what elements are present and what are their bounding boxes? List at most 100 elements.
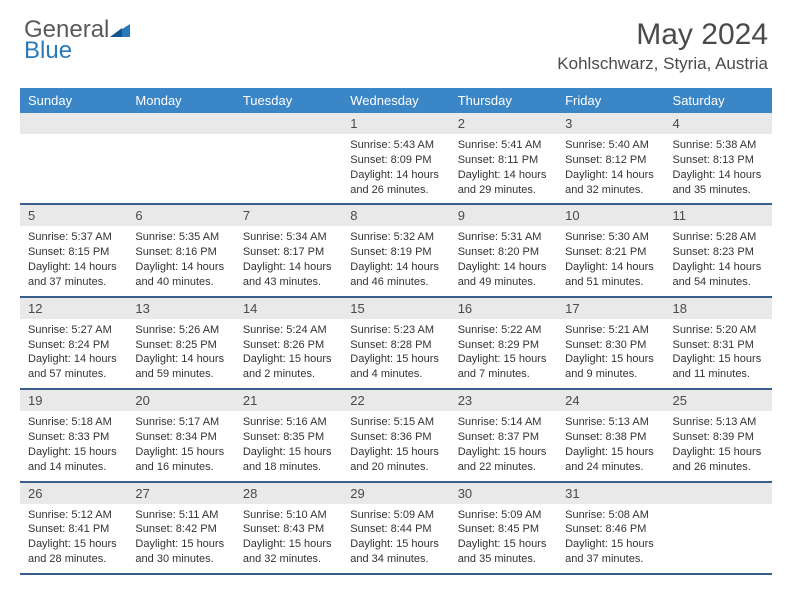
day-body: Sunrise: 5:27 AMSunset: 8:24 PMDaylight:… [20, 319, 127, 388]
day-body [127, 134, 234, 144]
day-number: 8 [342, 205, 449, 226]
day-body [20, 134, 127, 144]
day-cell: 20Sunrise: 5:17 AMSunset: 8:34 PMDayligh… [127, 390, 234, 482]
day-header-cell: Wednesday [342, 88, 449, 113]
day-number: 21 [235, 390, 342, 411]
day-cell: 16Sunrise: 5:22 AMSunset: 8:29 PMDayligh… [450, 298, 557, 390]
day-number: 23 [450, 390, 557, 411]
day-cell: 30Sunrise: 5:09 AMSunset: 8:45 PMDayligh… [450, 483, 557, 575]
day-cell: 10Sunrise: 5:30 AMSunset: 8:21 PMDayligh… [557, 205, 664, 297]
day-number [127, 113, 234, 134]
day-body: Sunrise: 5:20 AMSunset: 8:31 PMDaylight:… [665, 319, 772, 388]
day-number: 17 [557, 298, 664, 319]
day-body: Sunrise: 5:10 AMSunset: 8:43 PMDaylight:… [235, 504, 342, 573]
week-row: 26Sunrise: 5:12 AMSunset: 8:41 PMDayligh… [20, 483, 772, 575]
day-number: 1 [342, 113, 449, 134]
day-number: 11 [665, 205, 772, 226]
day-number: 25 [665, 390, 772, 411]
day-cell: 4Sunrise: 5:38 AMSunset: 8:13 PMDaylight… [665, 113, 772, 205]
day-body: Sunrise: 5:16 AMSunset: 8:35 PMDaylight:… [235, 411, 342, 480]
day-body: Sunrise: 5:11 AMSunset: 8:42 PMDaylight:… [127, 504, 234, 573]
day-header-cell: Tuesday [235, 88, 342, 113]
day-cell: 1Sunrise: 5:43 AMSunset: 8:09 PMDaylight… [342, 113, 449, 205]
day-cell: 17Sunrise: 5:21 AMSunset: 8:30 PMDayligh… [557, 298, 664, 390]
day-number: 19 [20, 390, 127, 411]
day-cell: 31Sunrise: 5:08 AMSunset: 8:46 PMDayligh… [557, 483, 664, 575]
day-number: 22 [342, 390, 449, 411]
day-body: Sunrise: 5:18 AMSunset: 8:33 PMDaylight:… [20, 411, 127, 480]
day-number: 24 [557, 390, 664, 411]
day-number: 4 [665, 113, 772, 134]
day-number: 10 [557, 205, 664, 226]
day-body: Sunrise: 5:35 AMSunset: 8:16 PMDaylight:… [127, 226, 234, 295]
day-body: Sunrise: 5:30 AMSunset: 8:21 PMDaylight:… [557, 226, 664, 295]
calendar-table: SundayMondayTuesdayWednesdayThursdayFrid… [20, 88, 772, 575]
day-number: 6 [127, 205, 234, 226]
day-header-cell: Monday [127, 88, 234, 113]
day-body: Sunrise: 5:13 AMSunset: 8:39 PMDaylight:… [665, 411, 772, 480]
day-body [235, 134, 342, 144]
day-header-cell: Saturday [665, 88, 772, 113]
day-body: Sunrise: 5:28 AMSunset: 8:23 PMDaylight:… [665, 226, 772, 295]
day-cell: 9Sunrise: 5:31 AMSunset: 8:20 PMDaylight… [450, 205, 557, 297]
day-cell: 18Sunrise: 5:20 AMSunset: 8:31 PMDayligh… [665, 298, 772, 390]
day-cell [665, 483, 772, 575]
day-number: 7 [235, 205, 342, 226]
day-body: Sunrise: 5:26 AMSunset: 8:25 PMDaylight:… [127, 319, 234, 388]
day-cell: 13Sunrise: 5:26 AMSunset: 8:25 PMDayligh… [127, 298, 234, 390]
day-body: Sunrise: 5:37 AMSunset: 8:15 PMDaylight:… [20, 226, 127, 295]
day-body: Sunrise: 5:08 AMSunset: 8:46 PMDaylight:… [557, 504, 664, 573]
month-title: May 2024 [557, 18, 768, 52]
day-cell: 27Sunrise: 5:11 AMSunset: 8:42 PMDayligh… [127, 483, 234, 575]
day-header-cell: Sunday [20, 88, 127, 113]
day-number: 18 [665, 298, 772, 319]
day-cell: 5Sunrise: 5:37 AMSunset: 8:15 PMDaylight… [20, 205, 127, 297]
day-cell: 25Sunrise: 5:13 AMSunset: 8:39 PMDayligh… [665, 390, 772, 482]
logo-wrap: General Blue [24, 18, 130, 62]
day-number [665, 483, 772, 504]
day-cell [20, 113, 127, 205]
day-number: 31 [557, 483, 664, 504]
day-body: Sunrise: 5:15 AMSunset: 8:36 PMDaylight:… [342, 411, 449, 480]
day-body: Sunrise: 5:09 AMSunset: 8:45 PMDaylight:… [450, 504, 557, 573]
day-number: 29 [342, 483, 449, 504]
day-number: 26 [20, 483, 127, 504]
day-number: 14 [235, 298, 342, 319]
day-cell: 7Sunrise: 5:34 AMSunset: 8:17 PMDaylight… [235, 205, 342, 297]
title-block: May 2024 Kohlschwarz, Styria, Austria [557, 18, 768, 74]
day-body: Sunrise: 5:13 AMSunset: 8:38 PMDaylight:… [557, 411, 664, 480]
day-number: 12 [20, 298, 127, 319]
day-header-cell: Thursday [450, 88, 557, 113]
day-number: 16 [450, 298, 557, 319]
day-cell: 2Sunrise: 5:41 AMSunset: 8:11 PMDaylight… [450, 113, 557, 205]
day-body: Sunrise: 5:34 AMSunset: 8:17 PMDaylight:… [235, 226, 342, 295]
day-body: Sunrise: 5:22 AMSunset: 8:29 PMDaylight:… [450, 319, 557, 388]
week-row: 1Sunrise: 5:43 AMSunset: 8:09 PMDaylight… [20, 113, 772, 205]
day-cell: 22Sunrise: 5:15 AMSunset: 8:36 PMDayligh… [342, 390, 449, 482]
day-cell: 8Sunrise: 5:32 AMSunset: 8:19 PMDaylight… [342, 205, 449, 297]
logo-text-2: Blue [24, 40, 130, 62]
day-cell: 12Sunrise: 5:27 AMSunset: 8:24 PMDayligh… [20, 298, 127, 390]
day-body [665, 504, 772, 514]
day-body: Sunrise: 5:21 AMSunset: 8:30 PMDaylight:… [557, 319, 664, 388]
day-header-cell: Friday [557, 88, 664, 113]
week-row: 5Sunrise: 5:37 AMSunset: 8:15 PMDaylight… [20, 205, 772, 297]
week-row: 19Sunrise: 5:18 AMSunset: 8:33 PMDayligh… [20, 390, 772, 482]
day-cell: 28Sunrise: 5:10 AMSunset: 8:43 PMDayligh… [235, 483, 342, 575]
sail-icon [110, 21, 130, 37]
day-number [235, 113, 342, 134]
day-cell: 15Sunrise: 5:23 AMSunset: 8:28 PMDayligh… [342, 298, 449, 390]
day-body: Sunrise: 5:32 AMSunset: 8:19 PMDaylight:… [342, 226, 449, 295]
day-number: 9 [450, 205, 557, 226]
day-number: 20 [127, 390, 234, 411]
day-cell: 21Sunrise: 5:16 AMSunset: 8:35 PMDayligh… [235, 390, 342, 482]
day-body: Sunrise: 5:17 AMSunset: 8:34 PMDaylight:… [127, 411, 234, 480]
day-body: Sunrise: 5:09 AMSunset: 8:44 PMDaylight:… [342, 504, 449, 573]
day-cell: 26Sunrise: 5:12 AMSunset: 8:41 PMDayligh… [20, 483, 127, 575]
day-cell: 3Sunrise: 5:40 AMSunset: 8:12 PMDaylight… [557, 113, 664, 205]
day-body: Sunrise: 5:40 AMSunset: 8:12 PMDaylight:… [557, 134, 664, 203]
day-cell [235, 113, 342, 205]
day-body: Sunrise: 5:38 AMSunset: 8:13 PMDaylight:… [665, 134, 772, 203]
day-number: 2 [450, 113, 557, 134]
day-cell: 14Sunrise: 5:24 AMSunset: 8:26 PMDayligh… [235, 298, 342, 390]
